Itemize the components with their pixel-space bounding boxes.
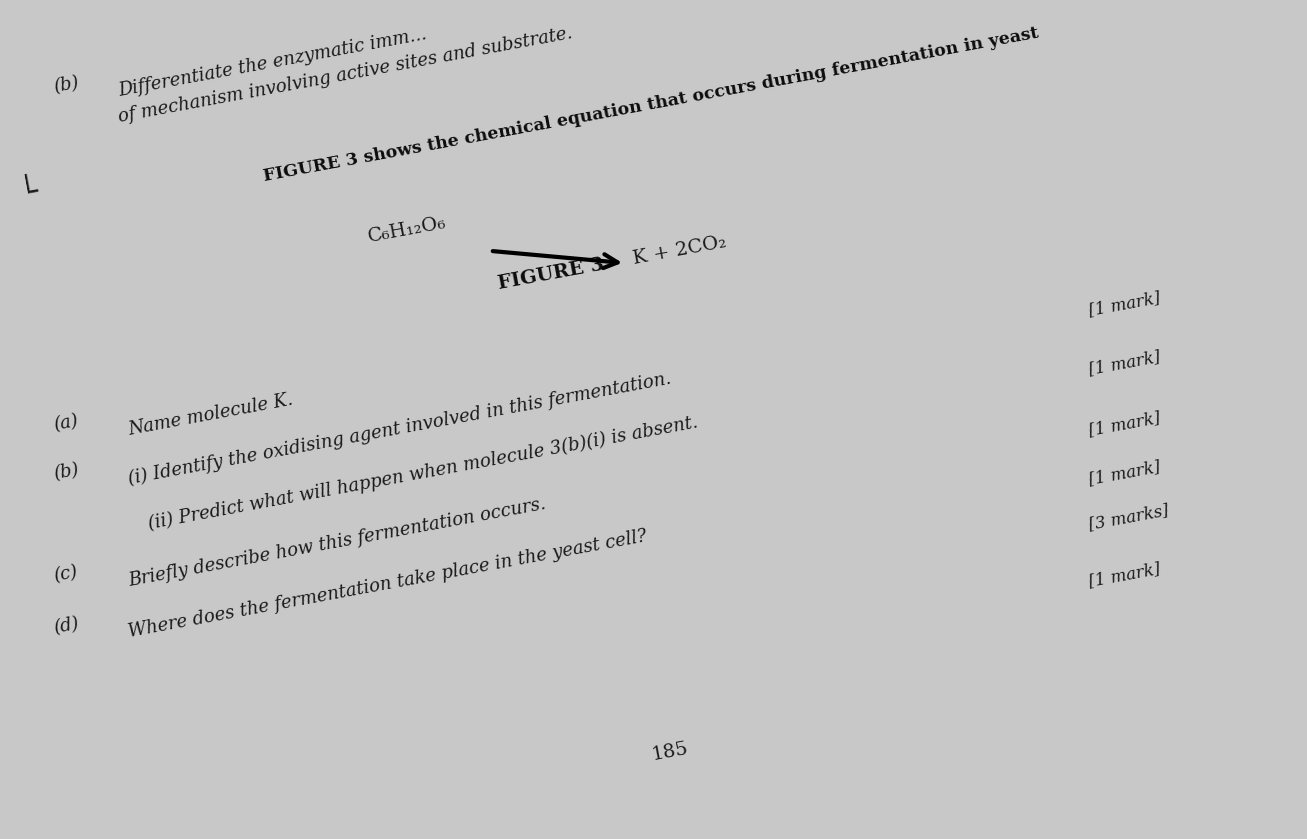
- Text: (c): (c): [52, 563, 78, 585]
- Text: └: └: [18, 177, 42, 209]
- Text: FIGURE 3: FIGURE 3: [497, 256, 606, 293]
- Text: (i) Identify the oxidising agent involved in this fermentation.: (i) Identify the oxidising agent involve…: [127, 369, 673, 488]
- Text: (d): (d): [52, 614, 80, 637]
- Text: Name molecule K.: Name molecule K.: [127, 391, 294, 439]
- Text: [1 mark]: [1 mark]: [1087, 289, 1162, 319]
- Text: Differentiate the enzymatic imm...: Differentiate the enzymatic imm...: [116, 25, 429, 101]
- Text: (a): (a): [52, 412, 80, 435]
- Text: (ii) Predict what will happen when molecule 3(b)(i) is absent.: (ii) Predict what will happen when molec…: [146, 414, 699, 533]
- Text: (b): (b): [52, 73, 80, 96]
- Text: Where does the fermentation take place in the yeast cell?: Where does the fermentation take place i…: [127, 528, 648, 641]
- Text: C₆H₁₂O₆: C₆H₁₂O₆: [367, 214, 448, 246]
- Text: [1 mark]: [1 mark]: [1087, 458, 1162, 488]
- Text: [1 mark]: [1 mark]: [1087, 348, 1162, 378]
- Text: (b): (b): [52, 461, 80, 483]
- Text: Briefly describe how this fermentation occurs.: Briefly describe how this fermentation o…: [127, 495, 548, 590]
- Text: K + 2CO₂: K + 2CO₂: [631, 233, 728, 268]
- Text: of mechanism involving active sites and substrate.: of mechanism involving active sites and …: [116, 23, 574, 126]
- Text: 185: 185: [650, 739, 690, 763]
- Text: [1 mark]: [1 mark]: [1087, 409, 1162, 439]
- Text: FIGURE 3 shows the chemical equation that occurs during fermentation in yeast: FIGURE 3 shows the chemical equation tha…: [261, 24, 1040, 185]
- Text: [3 marks]: [3 marks]: [1087, 502, 1170, 533]
- Text: [1 mark]: [1 mark]: [1087, 560, 1162, 590]
